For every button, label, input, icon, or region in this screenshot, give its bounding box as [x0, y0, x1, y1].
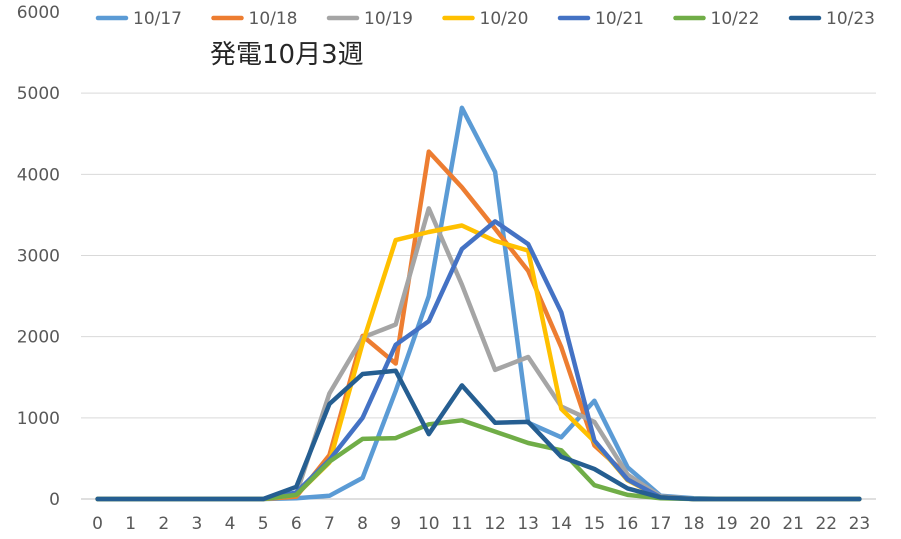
x-tick-label: 22 — [815, 514, 837, 534]
x-tick-label: 14 — [550, 514, 572, 534]
x-tick-label: 23 — [849, 514, 871, 534]
legend: 10/17 10/18 10/19 10/20 10/21 10/22 10/23 — [95, 9, 875, 29]
x-tick-label: 17 — [650, 514, 672, 534]
series-line-10-19 — [95, 206, 862, 502]
x-tick-label: 16 — [617, 514, 639, 534]
y-tick-label: 2000 — [17, 328, 60, 348]
x-tick-label: 1 — [125, 514, 136, 534]
x-tick-label: 21 — [782, 514, 804, 534]
y-tick-label: 5000 — [17, 84, 60, 104]
gridlines — [81, 92, 876, 500]
legend-label: 10/17 — [133, 9, 182, 29]
legend-label: 10/18 — [249, 9, 298, 29]
x-tick-label: 15 — [584, 514, 606, 534]
legend-label: 10/19 — [364, 9, 413, 29]
x-tick-label: 6 — [291, 514, 302, 534]
y-tick-label: 0 — [49, 490, 60, 510]
x-tick-label: 5 — [258, 514, 269, 534]
x-tick-label: 3 — [192, 514, 203, 534]
y-tick-label: 3000 — [17, 247, 60, 267]
series-line-10-21 — [95, 219, 862, 502]
x-tick-label: 10 — [418, 514, 440, 534]
legend-label: 10/20 — [480, 9, 529, 29]
legend-label: 10/21 — [595, 9, 644, 29]
x-tick-label: 4 — [225, 514, 236, 534]
series-lines — [95, 105, 862, 502]
chart-title: 発電10月3週 — [210, 40, 364, 70]
y-tick-label: 6000 — [17, 3, 60, 23]
x-tick-label: 11 — [451, 514, 473, 534]
series-line-10-23 — [95, 368, 862, 502]
series-line-10-17 — [95, 105, 862, 502]
legend-label: 10/23 — [826, 9, 875, 29]
y-tick-label: 4000 — [17, 165, 60, 185]
x-tick-label: 8 — [357, 514, 368, 534]
x-tick-label: 7 — [324, 514, 335, 534]
series-line-10-20 — [95, 223, 862, 502]
x-tick-label: 19 — [716, 514, 738, 534]
x-tick-label: 9 — [390, 514, 401, 534]
x-tick-label: 20 — [749, 514, 771, 534]
x-tick-label: 12 — [484, 514, 506, 534]
x-tick-label: 0 — [92, 514, 103, 534]
series-line-10-22 — [95, 418, 862, 502]
y-tick-label: 1000 — [17, 409, 60, 429]
x-tick-label: 13 — [517, 514, 539, 534]
x-tick-label: 18 — [683, 514, 705, 534]
x-tick-label: 2 — [158, 514, 169, 534]
legend-label: 10/22 — [711, 9, 760, 29]
